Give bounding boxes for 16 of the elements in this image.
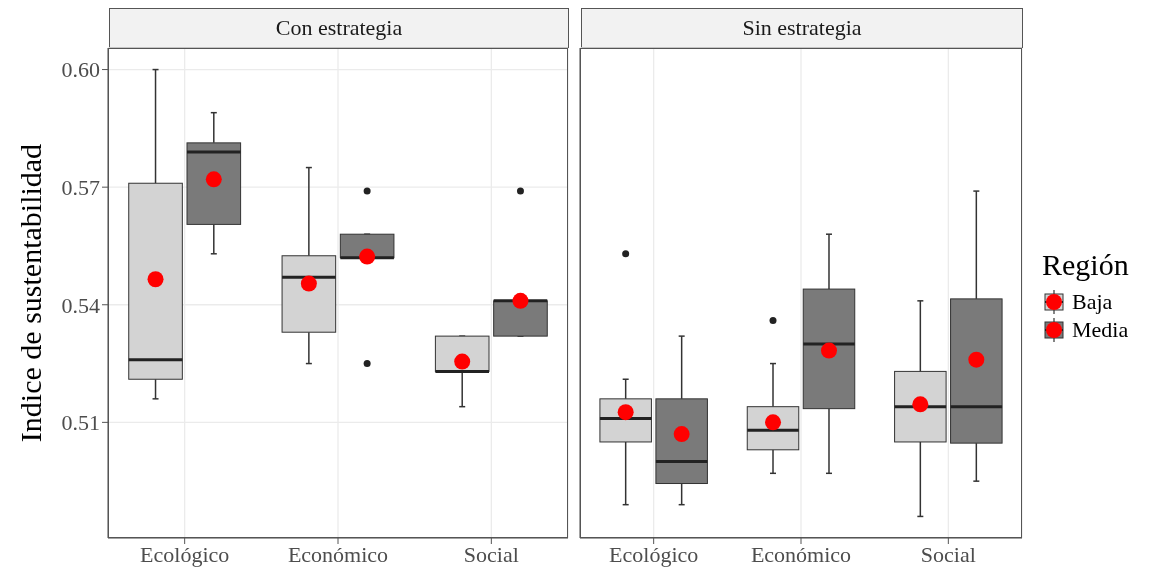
legend-title: Región	[1042, 248, 1129, 282]
x-tick-label: Económico	[750, 541, 852, 567]
y-axis-title: Indice de sustentabilidad	[13, 143, 47, 443]
legend-label: Baja	[1072, 289, 1113, 315]
x-tick-label: Social	[463, 541, 519, 567]
x-tick-label: Ecológico	[609, 541, 699, 567]
y-tick-label: 0.60	[61, 57, 100, 83]
y-tick-label: 0.54	[61, 292, 100, 318]
y-tick-label: 0.51	[61, 410, 100, 436]
x-tick-label: Económico	[287, 541, 389, 567]
chart-title: Con estrategia	[275, 15, 403, 41]
chart-title: Sin estrategia	[742, 15, 862, 41]
x-tick-label: Ecológico	[140, 541, 230, 567]
legend-label: Media	[1072, 317, 1129, 343]
x-tick-label: Social	[920, 541, 976, 567]
y-tick-label: 0.57	[61, 174, 100, 200]
